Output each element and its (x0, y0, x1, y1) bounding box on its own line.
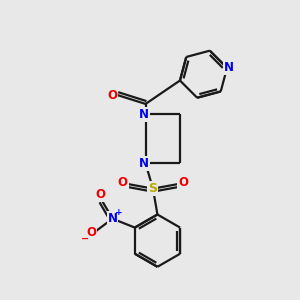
Text: O: O (178, 176, 188, 189)
Text: N: N (139, 108, 149, 121)
Text: S: S (148, 182, 158, 195)
Text: O: O (86, 226, 96, 238)
Text: −: − (81, 234, 89, 244)
Text: N: N (107, 212, 118, 225)
Text: N: N (224, 61, 233, 74)
Text: N: N (139, 157, 149, 170)
Text: +: + (115, 208, 123, 217)
Text: O: O (118, 176, 128, 189)
Text: O: O (96, 188, 106, 201)
Text: O: O (107, 88, 117, 101)
